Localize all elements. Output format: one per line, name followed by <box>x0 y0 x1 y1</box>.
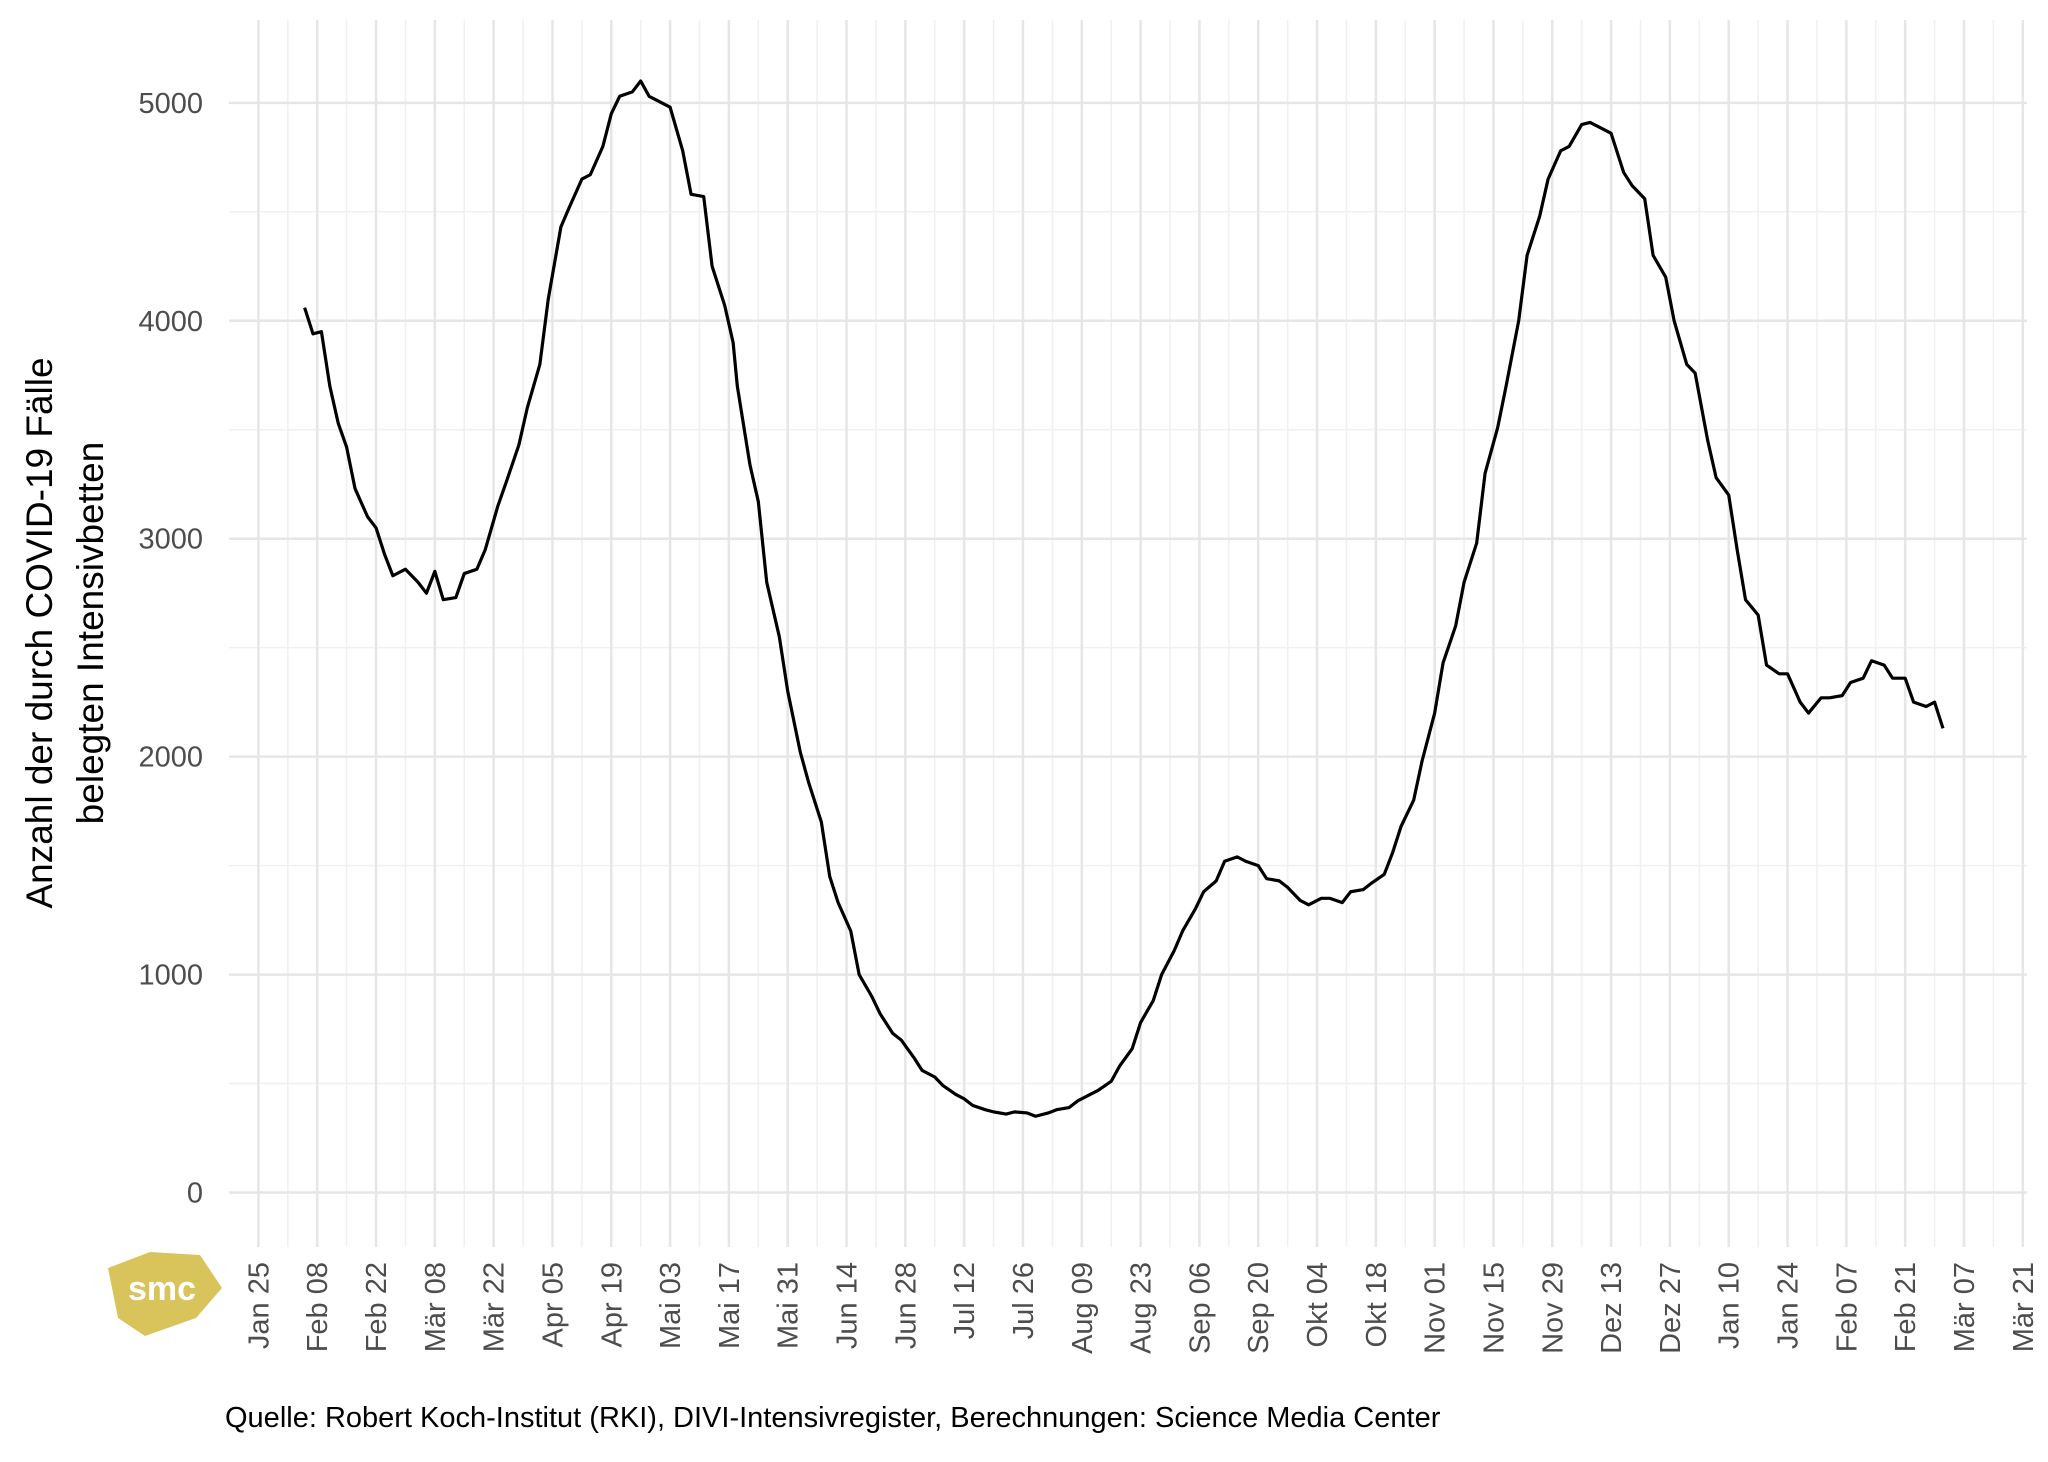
y-tick-label: 4000 <box>138 306 203 338</box>
x-tick-label: Sep 06 <box>1184 1262 1216 1354</box>
logo-text: smc <box>128 1270 196 1308</box>
x-tick-label: Mär 07 <box>1949 1262 1981 1352</box>
x-tick-label: Mär 22 <box>479 1262 511 1352</box>
x-tick-label: Aug 09 <box>1067 1262 1099 1354</box>
x-tick-label: Feb 21 <box>1890 1262 1922 1352</box>
y-tick-label: 2000 <box>138 742 203 774</box>
x-tick-label: Mai 31 <box>773 1262 805 1349</box>
x-tick-label: Mai 03 <box>655 1262 687 1349</box>
x-tick-label: Nov 15 <box>1478 1262 1510 1354</box>
x-tick-label: Apr 05 <box>537 1262 569 1347</box>
x-tick-label: Dez 13 <box>1596 1262 1628 1354</box>
x-tick-label: Apr 19 <box>596 1262 628 1347</box>
x-tick-label: Jan 10 <box>1714 1262 1746 1349</box>
x-tick-label: Okt 04 <box>1302 1262 1334 1347</box>
x-tick-label: Feb 08 <box>302 1262 334 1352</box>
x-tick-label: Jan 25 <box>243 1262 275 1349</box>
y-tick-label: 3000 <box>138 524 203 556</box>
x-tick-label: Mai 17 <box>714 1262 746 1349</box>
source: Quelle: Robert Koch-Institut (RKI), DIVI… <box>225 1402 1441 1434</box>
x-tick-label: Feb 07 <box>1831 1262 1863 1352</box>
y-axis-title: Anzahl der durch COVID-19 Fälle <box>19 357 60 908</box>
y-tick-label: 0 <box>187 1178 203 1210</box>
x-tick-label: Nov 29 <box>1537 1262 1569 1354</box>
x-tick-label: Jul 12 <box>949 1262 981 1339</box>
x-tick-label: Dez 27 <box>1655 1262 1687 1354</box>
x-tick-label: Mär 08 <box>420 1262 452 1352</box>
x-tick-label: Nov 01 <box>1420 1262 1452 1354</box>
logo: smc <box>108 1252 222 1336</box>
x-tick-label: Jun 28 <box>890 1262 922 1349</box>
x-tick-label: Aug 23 <box>1126 1262 1158 1354</box>
y-tick-label: 1000 <box>138 960 203 992</box>
x-tick-label: Feb 22 <box>361 1262 393 1352</box>
x-tick-label: Sep 20 <box>1243 1262 1275 1354</box>
logo-shape <box>108 1252 222 1336</box>
y-axis-title: belegten Intensivbetten <box>70 442 111 825</box>
x-tick-label: Jan 24 <box>1773 1262 1805 1349</box>
x-tick-label: Jul 26 <box>1008 1262 1040 1339</box>
x-tick-label: Jun 14 <box>832 1262 864 1349</box>
y-tick-label: 5000 <box>138 88 203 120</box>
x-tick-label: Okt 18 <box>1361 1262 1393 1347</box>
x-tick-label: Mär 21 <box>2008 1262 2040 1352</box>
grid <box>229 20 2027 1247</box>
line <box>303 79 1945 1118</box>
